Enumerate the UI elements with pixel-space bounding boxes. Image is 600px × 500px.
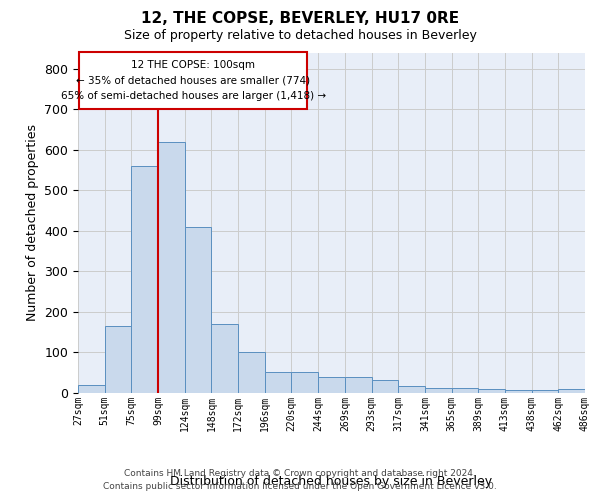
Bar bbox=[185, 226, 211, 392]
Bar bbox=[371, 380, 398, 392]
Bar bbox=[345, 377, 371, 392]
Bar bbox=[318, 377, 345, 392]
Bar bbox=[131, 166, 158, 392]
Bar bbox=[78, 385, 104, 392]
Bar bbox=[425, 388, 452, 392]
Bar bbox=[452, 388, 478, 392]
Bar bbox=[104, 326, 131, 392]
Bar bbox=[292, 372, 318, 392]
X-axis label: Distribution of detached houses by size in Beverley: Distribution of detached houses by size … bbox=[170, 475, 493, 488]
Bar bbox=[505, 390, 532, 392]
Text: 12, THE COPSE, BEVERLEY, HU17 0RE: 12, THE COPSE, BEVERLEY, HU17 0RE bbox=[141, 11, 459, 26]
Text: 12 THE COPSE: 100sqm
← 35% of detached houses are smaller (774)
65% of semi-deta: 12 THE COPSE: 100sqm ← 35% of detached h… bbox=[61, 60, 326, 102]
Bar bbox=[238, 352, 265, 393]
Y-axis label: Number of detached properties: Number of detached properties bbox=[26, 124, 39, 321]
Bar bbox=[532, 390, 559, 392]
Bar bbox=[398, 386, 425, 392]
Bar bbox=[79, 52, 307, 109]
Bar bbox=[211, 324, 238, 392]
Bar bbox=[158, 142, 185, 392]
Bar bbox=[478, 390, 505, 392]
Text: Contains HM Land Registry data © Crown copyright and database right 2024.
Contai: Contains HM Land Registry data © Crown c… bbox=[103, 470, 497, 491]
Bar bbox=[265, 372, 292, 392]
Bar bbox=[559, 390, 585, 392]
Text: Size of property relative to detached houses in Beverley: Size of property relative to detached ho… bbox=[124, 29, 476, 42]
